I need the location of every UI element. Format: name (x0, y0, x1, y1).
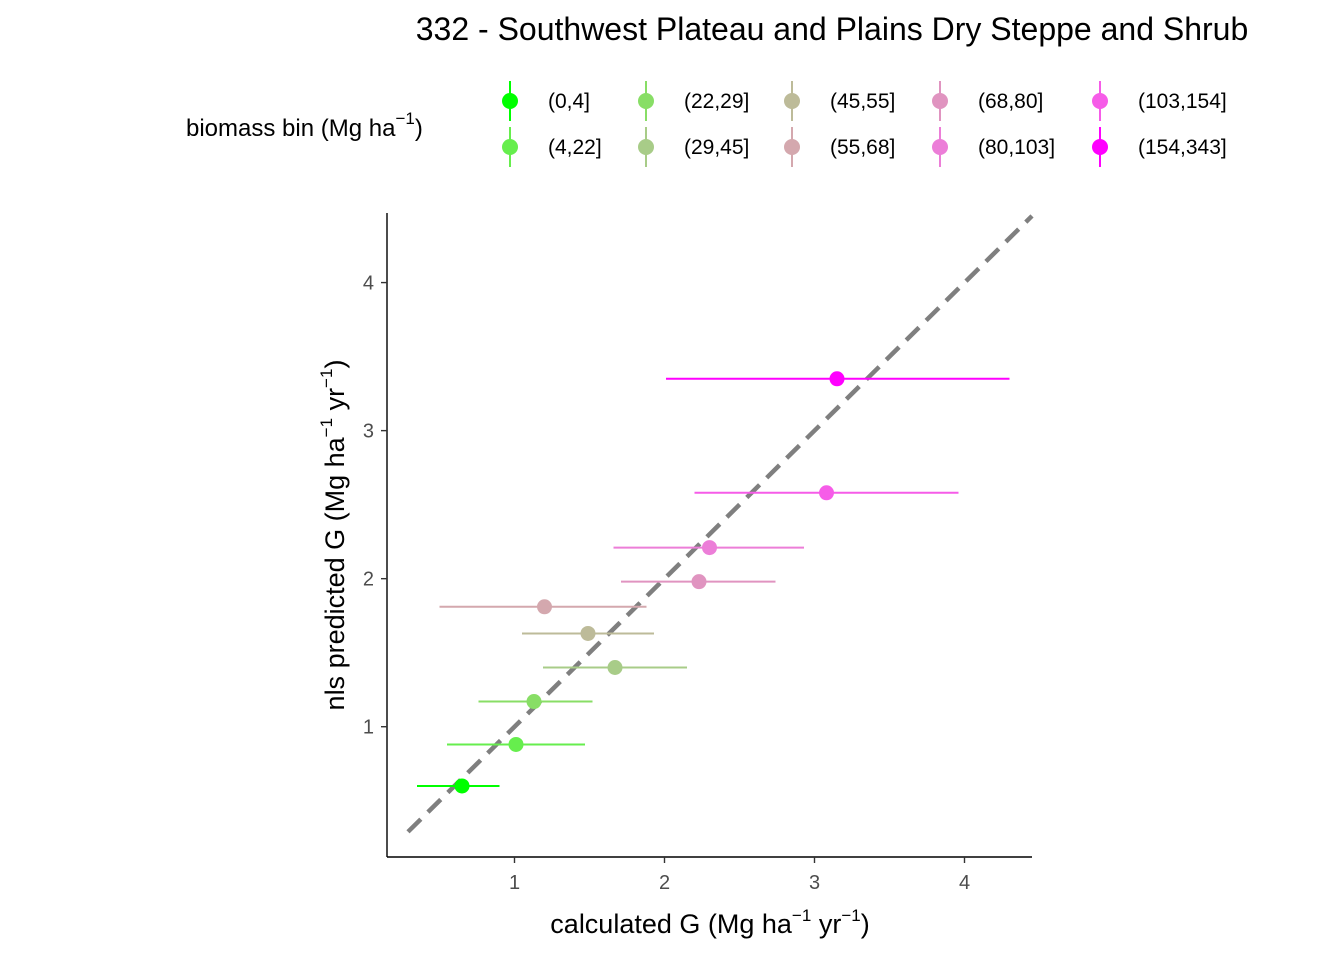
x-axis-title-sup1: −1 (792, 906, 811, 925)
y-axis-title-sup2: −1 (317, 369, 336, 388)
y-tick-label: 3 (363, 421, 374, 443)
x-ticks: 1 2 3 4 (509, 857, 970, 894)
legend-key-point (638, 93, 654, 109)
x-axis-title: calculated G (Mg ha−1 yr−1) (550, 906, 869, 939)
legend-item-3: (22,29] (638, 81, 749, 121)
legend-label: (29,45] (684, 136, 749, 159)
legend-title-suffix: ) (415, 115, 423, 142)
legend-item-7: (68,80] (932, 81, 1043, 121)
x-axis-title-prefix: calculated G (Mg ha (550, 909, 793, 939)
data-point-5 (580, 625, 596, 641)
legend-key-point (1092, 93, 1108, 109)
x-tick-label: 4 (959, 872, 970, 894)
data-point-4 (607, 660, 623, 676)
chart-title: 332 - Southwest Plateau and Plains Dry S… (416, 11, 1249, 47)
legend-label: (154,343] (1138, 136, 1227, 159)
legend-label: (103,154] (1138, 90, 1227, 113)
legend-key-point (1092, 139, 1108, 155)
x-tick-label: 1 (509, 872, 520, 894)
legend-item-2: (4,22] (502, 127, 602, 167)
legend-key-point (784, 139, 800, 155)
legend-key-point (784, 93, 800, 109)
legend-key-point (932, 93, 948, 109)
data-point-9 (819, 485, 834, 501)
legend-key-point (502, 139, 518, 155)
legend-item-10: (154,343] (1092, 127, 1227, 167)
y-tick-label: 2 (363, 569, 374, 591)
data-point-8 (702, 540, 717, 556)
legend-item-9: (103,154] (1092, 81, 1227, 121)
legend-item-8: (80,103] (932, 127, 1055, 167)
y-axis-title-prefix: nls predicted G (Mg ha (320, 436, 350, 710)
x-axis-title-suffix: ) (861, 909, 870, 939)
legend-key-point (932, 139, 948, 155)
legend-title: biomass bin (Mg ha−1) (186, 109, 423, 142)
data-point-2 (508, 736, 524, 752)
legend-label: (4,22] (548, 136, 602, 159)
data-point-3 (526, 694, 542, 710)
x-tick-label: 2 (659, 872, 670, 894)
y-ticks: 1 2 3 4 (363, 273, 387, 739)
legend-title-sup: −1 (395, 109, 414, 128)
x-tick-label: 3 (809, 872, 820, 894)
data-point-6 (537, 599, 552, 615)
legend-label: (55,68] (830, 136, 895, 159)
legend-item-5: (45,55] (784, 81, 895, 121)
legend-label: (80,103] (978, 136, 1055, 159)
x-axis-title-middle: yr (811, 909, 841, 939)
plot-area (406, 214, 1034, 834)
legend-label: (45,55] (830, 90, 895, 113)
y-axis-title-sup1: −1 (317, 418, 336, 437)
legend: (0,4] (4,22] (22,29] (29,45] (45,55] (55,68] (… (502, 81, 1227, 167)
legend-key-point (638, 139, 654, 155)
x-axis-title-sup2: −1 (841, 906, 860, 925)
y-axis-title: nls predicted G (Mg ha−1 yr−1) (317, 360, 350, 711)
data-point-10 (829, 371, 845, 387)
data-point-1 (454, 778, 470, 794)
legend-item-4: (29,45] (638, 127, 749, 167)
data-point-7 (691, 574, 707, 590)
legend-title-prefix: biomass bin (Mg ha (186, 115, 396, 142)
legend-item-6: (55,68] (784, 127, 895, 167)
legend-label: (22,29] (684, 90, 749, 113)
legend-item-1: (0,4] (502, 81, 590, 121)
legend-label: (68,80] (978, 90, 1043, 113)
legend-label: (0,4] (548, 90, 590, 113)
y-tick-label: 4 (363, 273, 374, 295)
y-tick-label: 1 (363, 717, 374, 739)
identity-reference-line (406, 214, 1034, 834)
y-axis-title-suffix: ) (320, 360, 350, 369)
y-axis-title-middle: yr (320, 388, 350, 418)
legend-key-point (502, 93, 518, 109)
